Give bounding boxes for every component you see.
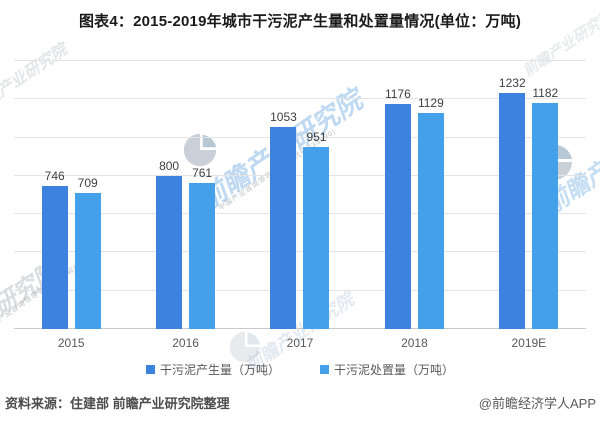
gridline: [14, 289, 586, 291]
x-axis-labels: 2015 2016 2017 2018 2019E: [14, 336, 586, 350]
chart-title: 图表4：2015-2019年城市干污泥产生量和处置量情况(单位：万吨): [78, 13, 522, 30]
bar-group-2018: 1176 1129: [357, 61, 471, 329]
legend-label: 干污泥产生量（万吨）: [159, 363, 280, 377]
x-tick-label: 2017: [286, 336, 314, 350]
gridline: [14, 213, 586, 215]
bar: 1129: [417, 96, 444, 329]
bar: 746: [41, 169, 68, 329]
bar: 1176: [384, 87, 411, 329]
bar: 709: [74, 176, 101, 329]
bar-group-2015: 746 709: [14, 61, 128, 329]
legend-item: 干污泥处置量（万吨）: [320, 361, 454, 378]
plot-area: 746 709 800 761 1053 951 1176 1129 1232 1182: [14, 60, 586, 329]
x-tick-label: 2018: [401, 336, 428, 350]
bar: 1053: [270, 110, 297, 329]
bar-group-2017: 1053 951: [243, 61, 357, 329]
source-note: 资料来源：住建部 前瞻产业研究院整理: [5, 396, 230, 411]
bar-group-2019E: 1232 1182: [472, 61, 586, 329]
credit-note: @前瞻经济学人APP: [478, 396, 596, 411]
x-axis-line: [14, 328, 586, 329]
x-tick-label: 2016: [172, 336, 199, 350]
gridline: [14, 60, 586, 61]
bar-group-2016: 800 761: [128, 61, 242, 329]
bar-value-label: 1176: [384, 86, 411, 101]
bar-value-label: 709: [77, 176, 98, 191]
bar-value-label: 1182: [532, 85, 559, 100]
bar-value-label: 761: [192, 166, 213, 181]
bar: 800: [156, 159, 183, 329]
x-tick-label: 2015: [57, 336, 85, 350]
gridline: [14, 251, 586, 253]
legend-label: 干污泥处置量（万吨）: [334, 363, 455, 377]
bar-value-label: 746: [44, 169, 65, 184]
gridline: [14, 136, 586, 138]
gridline: [14, 174, 586, 176]
bar-value-label: 1232: [498, 76, 526, 91]
bar: 1182: [532, 86, 559, 329]
bar: 1232: [499, 76, 526, 329]
footer: 资料来源：住建部 前瞻产业研究院整理 @前瞻经济学人APP: [5, 393, 596, 412]
legend-item: 干污泥产生量（万吨）: [145, 361, 280, 378]
legend: 干污泥产生量（万吨） 干污泥处置量（万吨）: [0, 361, 600, 378]
bar-value-label: 1129: [417, 95, 444, 110]
legend-swatch-icon: [320, 365, 329, 374]
bar: 951: [303, 130, 330, 329]
bar: 761: [189, 166, 216, 329]
legend-swatch-icon: [145, 365, 155, 374]
x-tick-label: 2019E: [511, 336, 547, 350]
bar-value-label: 800: [159, 158, 180, 173]
bar-value-label: 1053: [270, 110, 297, 125]
bar-value-label: 951: [306, 129, 327, 144]
gridline: [14, 98, 586, 100]
